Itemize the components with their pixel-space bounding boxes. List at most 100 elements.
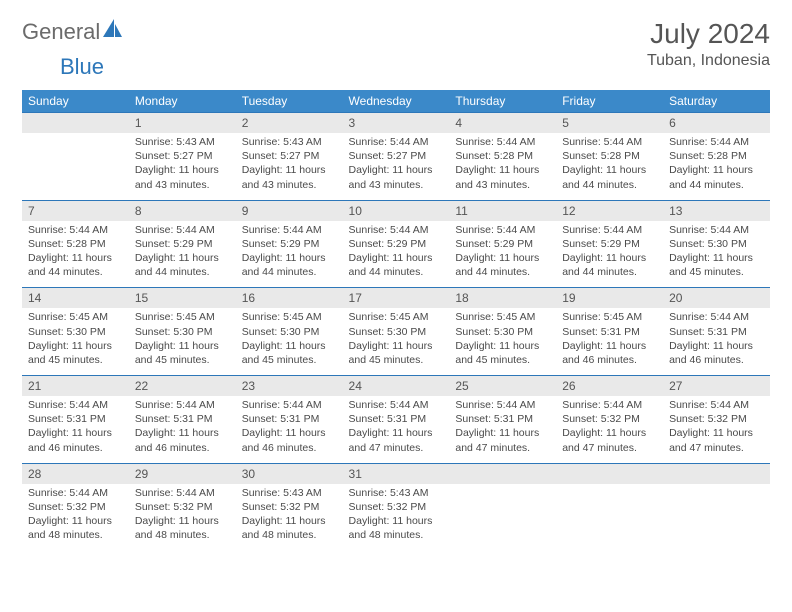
calendar-cell: 24Sunrise: 5:44 AMSunset: 5:31 PMDayligh… (343, 375, 450, 463)
day-details: Sunrise: 5:45 AMSunset: 5:30 PMDaylight:… (22, 308, 129, 375)
empty-day (22, 112, 129, 133)
day-number: 20 (663, 287, 770, 308)
calendar-cell: 29Sunrise: 5:44 AMSunset: 5:32 PMDayligh… (129, 463, 236, 551)
day-details: Sunrise: 5:45 AMSunset: 5:30 PMDaylight:… (236, 308, 343, 375)
brand-logo: General (22, 18, 124, 46)
day-number: 23 (236, 375, 343, 396)
calendar-row: 7Sunrise: 5:44 AMSunset: 5:28 PMDaylight… (22, 200, 770, 288)
day-number: 16 (236, 287, 343, 308)
day-number: 5 (556, 112, 663, 133)
day-details: Sunrise: 5:44 AMSunset: 5:32 PMDaylight:… (556, 396, 663, 463)
day-details: Sunrise: 5:44 AMSunset: 5:28 PMDaylight:… (22, 221, 129, 288)
day-number: 21 (22, 375, 129, 396)
calendar-body: 1Sunrise: 5:43 AMSunset: 5:27 PMDaylight… (22, 112, 770, 550)
calendar-row: 14Sunrise: 5:45 AMSunset: 5:30 PMDayligh… (22, 287, 770, 375)
calendar-cell: 28Sunrise: 5:44 AMSunset: 5:32 PMDayligh… (22, 463, 129, 551)
calendar-cell: 13Sunrise: 5:44 AMSunset: 5:30 PMDayligh… (663, 200, 770, 288)
weekday-header: Sunday (22, 90, 129, 112)
day-details: Sunrise: 5:44 AMSunset: 5:29 PMDaylight:… (236, 221, 343, 288)
calendar-row: 1Sunrise: 5:43 AMSunset: 5:27 PMDaylight… (22, 112, 770, 200)
day-details: Sunrise: 5:44 AMSunset: 5:31 PMDaylight:… (663, 308, 770, 375)
calendar-cell: 26Sunrise: 5:44 AMSunset: 5:32 PMDayligh… (556, 375, 663, 463)
page-title: July 2024 (647, 18, 770, 50)
day-number: 17 (343, 287, 450, 308)
day-number: 28 (22, 463, 129, 484)
weekday-header: Thursday (449, 90, 556, 112)
day-details: Sunrise: 5:44 AMSunset: 5:30 PMDaylight:… (663, 221, 770, 288)
day-details: Sunrise: 5:44 AMSunset: 5:32 PMDaylight:… (22, 484, 129, 551)
empty-day (556, 463, 663, 484)
calendar-row: 28Sunrise: 5:44 AMSunset: 5:32 PMDayligh… (22, 463, 770, 551)
day-number: 22 (129, 375, 236, 396)
calendar-cell: 14Sunrise: 5:45 AMSunset: 5:30 PMDayligh… (22, 287, 129, 375)
calendar-cell: 22Sunrise: 5:44 AMSunset: 5:31 PMDayligh… (129, 375, 236, 463)
day-number: 3 (343, 112, 450, 133)
day-details: Sunrise: 5:44 AMSunset: 5:31 PMDaylight:… (22, 396, 129, 463)
calendar-cell: 15Sunrise: 5:45 AMSunset: 5:30 PMDayligh… (129, 287, 236, 375)
sail-icon (102, 18, 124, 38)
empty-day (663, 463, 770, 484)
day-number: 19 (556, 287, 663, 308)
day-number: 25 (449, 375, 556, 396)
day-details: Sunrise: 5:44 AMSunset: 5:31 PMDaylight:… (449, 396, 556, 463)
weekday-header-row: SundayMondayTuesdayWednesdayThursdayFrid… (22, 90, 770, 112)
day-number: 29 (129, 463, 236, 484)
day-number: 31 (343, 463, 450, 484)
day-details: Sunrise: 5:44 AMSunset: 5:29 PMDaylight:… (556, 221, 663, 288)
calendar-cell: 19Sunrise: 5:45 AMSunset: 5:31 PMDayligh… (556, 287, 663, 375)
weekday-header: Saturday (663, 90, 770, 112)
weekday-header: Friday (556, 90, 663, 112)
calendar-cell: 10Sunrise: 5:44 AMSunset: 5:29 PMDayligh… (343, 200, 450, 288)
calendar-cell: 12Sunrise: 5:44 AMSunset: 5:29 PMDayligh… (556, 200, 663, 288)
brand-blue: Blue (60, 54, 104, 80)
location-label: Tuban, Indonesia (647, 52, 770, 70)
day-number: 10 (343, 200, 450, 221)
day-number: 7 (22, 200, 129, 221)
calendar-cell (556, 463, 663, 551)
day-details: Sunrise: 5:44 AMSunset: 5:28 PMDaylight:… (449, 133, 556, 200)
calendar-cell: 20Sunrise: 5:44 AMSunset: 5:31 PMDayligh… (663, 287, 770, 375)
title-block: July 2024 Tuban, Indonesia (647, 18, 770, 70)
calendar-cell: 25Sunrise: 5:44 AMSunset: 5:31 PMDayligh… (449, 375, 556, 463)
day-details: Sunrise: 5:45 AMSunset: 5:30 PMDaylight:… (449, 308, 556, 375)
calendar-cell: 7Sunrise: 5:44 AMSunset: 5:28 PMDaylight… (22, 200, 129, 288)
day-details: Sunrise: 5:45 AMSunset: 5:30 PMDaylight:… (343, 308, 450, 375)
day-number: 2 (236, 112, 343, 133)
day-number: 18 (449, 287, 556, 308)
day-number: 8 (129, 200, 236, 221)
calendar-cell: 16Sunrise: 5:45 AMSunset: 5:30 PMDayligh… (236, 287, 343, 375)
calendar-cell: 5Sunrise: 5:44 AMSunset: 5:28 PMDaylight… (556, 112, 663, 200)
calendar-cell: 2Sunrise: 5:43 AMSunset: 5:27 PMDaylight… (236, 112, 343, 200)
calendar-cell: 1Sunrise: 5:43 AMSunset: 5:27 PMDaylight… (129, 112, 236, 200)
day-details: Sunrise: 5:44 AMSunset: 5:31 PMDaylight:… (129, 396, 236, 463)
day-details: Sunrise: 5:45 AMSunset: 5:30 PMDaylight:… (129, 308, 236, 375)
calendar-cell: 11Sunrise: 5:44 AMSunset: 5:29 PMDayligh… (449, 200, 556, 288)
day-details: Sunrise: 5:43 AMSunset: 5:32 PMDaylight:… (343, 484, 450, 551)
calendar-cell: 27Sunrise: 5:44 AMSunset: 5:32 PMDayligh… (663, 375, 770, 463)
calendar-cell: 30Sunrise: 5:43 AMSunset: 5:32 PMDayligh… (236, 463, 343, 551)
calendar-row: 21Sunrise: 5:44 AMSunset: 5:31 PMDayligh… (22, 375, 770, 463)
day-details: Sunrise: 5:44 AMSunset: 5:32 PMDaylight:… (129, 484, 236, 551)
day-details: Sunrise: 5:44 AMSunset: 5:29 PMDaylight:… (449, 221, 556, 288)
day-number: 15 (129, 287, 236, 308)
day-number: 4 (449, 112, 556, 133)
day-details: Sunrise: 5:44 AMSunset: 5:28 PMDaylight:… (663, 133, 770, 200)
day-number: 24 (343, 375, 450, 396)
calendar-cell (449, 463, 556, 551)
day-number: 6 (663, 112, 770, 133)
calendar-cell: 21Sunrise: 5:44 AMSunset: 5:31 PMDayligh… (22, 375, 129, 463)
calendar-cell: 23Sunrise: 5:44 AMSunset: 5:31 PMDayligh… (236, 375, 343, 463)
day-details: Sunrise: 5:44 AMSunset: 5:31 PMDaylight:… (236, 396, 343, 463)
brand-general: General (22, 19, 100, 45)
day-number: 9 (236, 200, 343, 221)
day-details: Sunrise: 5:44 AMSunset: 5:28 PMDaylight:… (556, 133, 663, 200)
calendar-cell (663, 463, 770, 551)
day-number: 12 (556, 200, 663, 221)
day-details: Sunrise: 5:43 AMSunset: 5:32 PMDaylight:… (236, 484, 343, 551)
day-details: Sunrise: 5:45 AMSunset: 5:31 PMDaylight:… (556, 308, 663, 375)
calendar-cell: 18Sunrise: 5:45 AMSunset: 5:30 PMDayligh… (449, 287, 556, 375)
calendar-cell (22, 112, 129, 200)
empty-day (449, 463, 556, 484)
day-details: Sunrise: 5:44 AMSunset: 5:27 PMDaylight:… (343, 133, 450, 200)
weekday-header: Wednesday (343, 90, 450, 112)
